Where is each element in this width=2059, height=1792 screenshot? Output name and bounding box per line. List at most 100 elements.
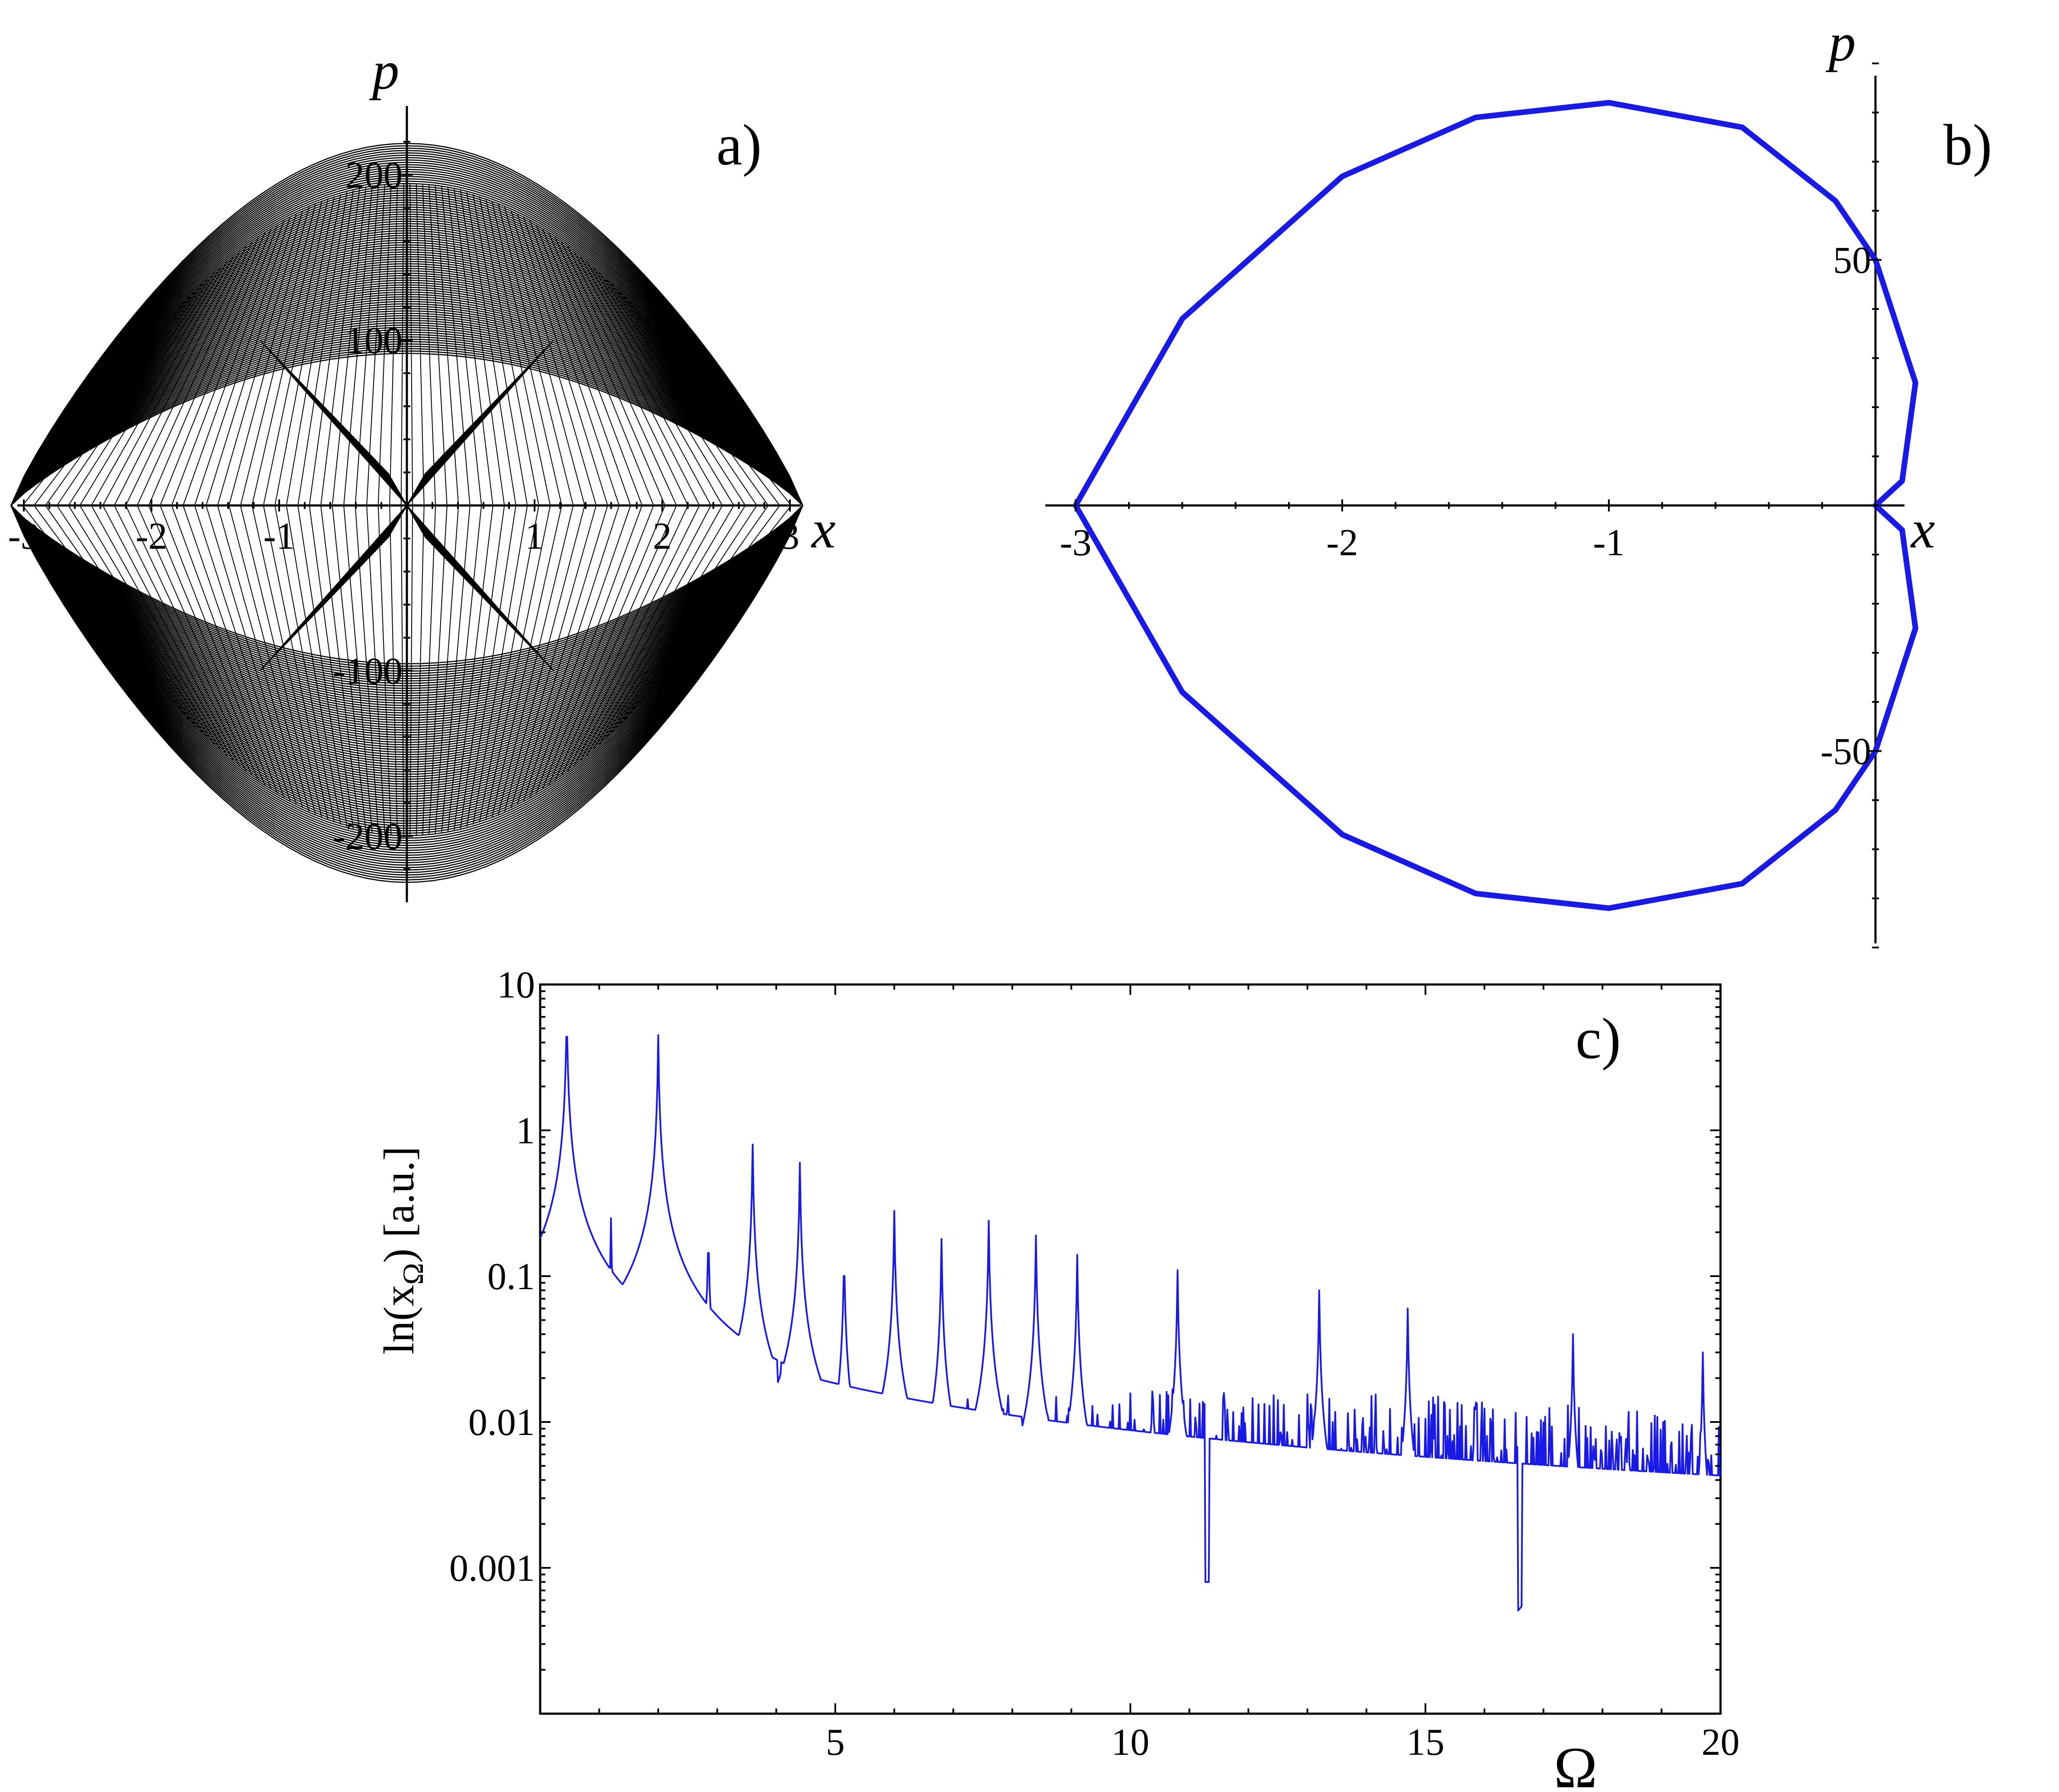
panel-a-trajectory (523, 505, 620, 801)
panel-a-trajectory (618, 290, 792, 506)
panel-a-trajectory (137, 237, 259, 506)
panel-a-trajectory (586, 261, 735, 506)
panel-a-trajectory (309, 505, 354, 829)
panel-a-trajectory (593, 505, 746, 750)
panel-b-x-label: x (1910, 500, 1935, 560)
panel-a-trajectory (309, 190, 354, 506)
panel-a-trajectory (148, 505, 265, 785)
panel-a-x-tick-label: 2 (653, 515, 672, 557)
panel-a-trajectory (548, 232, 666, 506)
panel-c-label: c) (1576, 1007, 1621, 1071)
panel-a-trajectory (229, 207, 309, 506)
panel-a-trajectory (389, 183, 398, 506)
panel-a-trajectory (332, 187, 367, 506)
panel-c-x-tick-label: 15 (1406, 1721, 1444, 1763)
panel-a-trajectory (33, 505, 202, 733)
panel-a-trajectory (400, 183, 404, 506)
panel-a-trajectory (263, 199, 329, 506)
panel-a-trajectory (580, 505, 723, 761)
panel-b-y-tick-label: 50 (1833, 240, 1871, 282)
panel-a-trajectory (561, 505, 689, 776)
panel-b-y-label: p (1825, 13, 1856, 73)
panel-a-trajectory (473, 194, 528, 506)
panel-a-trajectory (599, 505, 757, 745)
panel-a-trajectory (529, 220, 631, 506)
panel-a-trajectory (554, 237, 677, 506)
panel-a-trajectory (56, 272, 215, 506)
panel-c-y-label: ln(xΩ) [a.u.] (375, 1146, 429, 1354)
panel-a-x-tick-label: 3 (780, 515, 799, 557)
panel-a-trajectory (485, 505, 551, 820)
panel-a-trajectory (320, 189, 360, 506)
panel-a-trajectory (229, 505, 309, 812)
panel-a-trajectory (343, 186, 373, 506)
panel-a-trajectory (529, 505, 631, 798)
panel-c-x-tick-label: 10 (1112, 1721, 1150, 1763)
panel-a-trajectory (102, 505, 240, 766)
panel-a-trajectory (548, 505, 666, 785)
panel-a-trajectory (435, 185, 459, 506)
panel-a-trajectory (183, 505, 284, 798)
panel-a-trajectory (79, 505, 228, 756)
panel-a-trajectory (517, 213, 608, 506)
panel-a-trajectory (416, 183, 425, 506)
panel-b-x-tick-labels: -3 -2 -1 (1060, 522, 1624, 564)
panel-a-trajectory (435, 505, 459, 834)
panel-a-trajectory (68, 505, 221, 750)
panel-a-trajectory (194, 505, 291, 801)
panel-a-trajectory (429, 184, 448, 506)
panel-a-phase-portrait: -3 -2 -1 1 2 3 200 100 -100 -200 x p a) (8, 41, 835, 902)
panel-a-trajectory (523, 217, 620, 506)
panel-a-trajectory (45, 278, 209, 506)
panel-a-trajectory (624, 505, 803, 721)
panel-c-x-tick-labels: 5 10 15 20 (826, 1721, 1740, 1763)
panel-a-trajectory (286, 505, 341, 825)
panel-a-trajectory (274, 196, 335, 506)
panel-a-trajectory (554, 505, 677, 781)
panel-a-trajectory (217, 505, 303, 808)
panel-a-trajectory (91, 505, 234, 761)
panel-c-frame (539, 983, 1722, 1715)
panel-a-trajectory (160, 505, 272, 790)
panel-a-trajectory (102, 251, 240, 506)
panel-a-trajectory (485, 199, 551, 506)
panel-a-trajectory (473, 505, 528, 825)
panel-a-trajectory (263, 505, 329, 820)
panel-a-trajectory (605, 278, 769, 506)
panel-a-trajectory (460, 190, 505, 506)
panel-c-ticks (540, 984, 1721, 1714)
panel-b-x-tick-label: -1 (1593, 522, 1624, 564)
panel-a-trajectory (517, 505, 608, 805)
panel-a-x-tick-label: 1 (525, 515, 544, 557)
panel-a-trajectory (429, 505, 448, 835)
panel-c-x-tick-label: 5 (826, 1721, 845, 1763)
panel-a-trajectory (454, 189, 493, 506)
panel-a-trajectory (510, 210, 597, 506)
panel-a-y-label: p (369, 41, 400, 101)
panel-a-trajectory (171, 224, 278, 506)
panel-b-y-tick-label: -50 (1821, 731, 1871, 773)
panel-a-trajectory (498, 204, 574, 506)
panel-a-trajectory (56, 505, 215, 745)
panel-a-trajectory (332, 505, 367, 832)
panel-a-trajectory (535, 224, 643, 506)
panel-a-trajectory (366, 505, 385, 835)
panel-a-trajectory (286, 194, 341, 506)
panel-a-trajectory (447, 505, 482, 832)
panel-a-y-tick-label: -100 (333, 650, 403, 692)
panel-a-trajectory (206, 505, 297, 805)
panel-a-trajectory (580, 256, 723, 506)
panel-a-trajectory (114, 246, 247, 506)
panel-a-trajectory (183, 220, 284, 506)
panel-b-x-tick-label: -3 (1060, 522, 1091, 564)
panel-c-y-tick-label: 10 (497, 964, 535, 1006)
panel-a-trajectory (612, 283, 780, 506)
panel-b-closed-orbit: -3 -2 -1 50 -50 x p b) (1045, 13, 1992, 949)
panel-c-x-label: Ω (1554, 1736, 1597, 1792)
panel-a-trajectory (10, 296, 190, 506)
panel-a-x-label: x (811, 500, 835, 560)
panel-a-trajectory (251, 505, 322, 817)
panel-a-trajectory (125, 505, 253, 776)
